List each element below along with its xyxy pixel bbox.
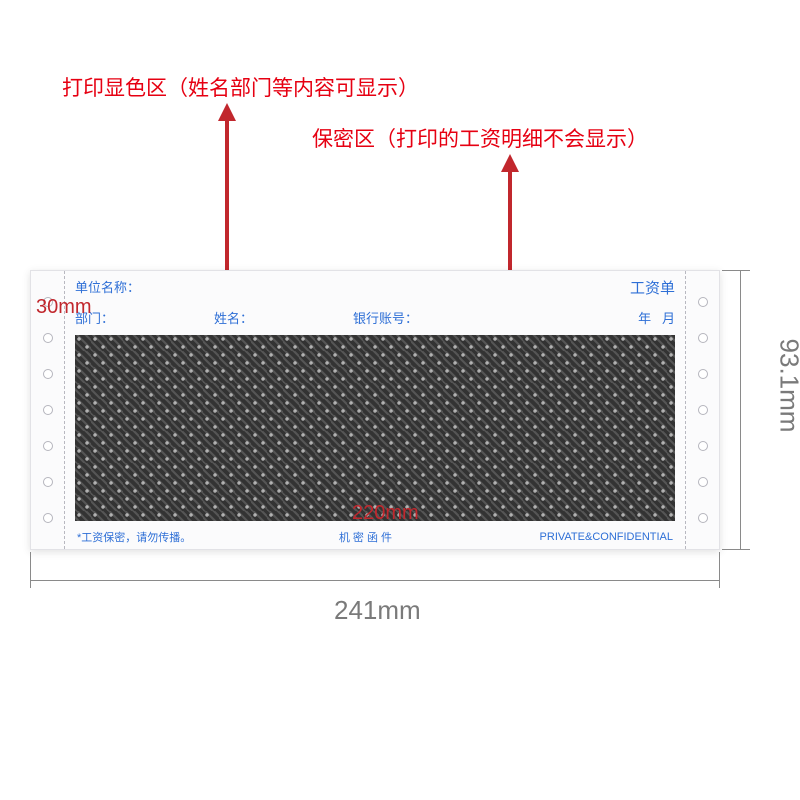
dim-label-93mm: 93.1mm xyxy=(773,339,800,433)
secure-pattern-zone xyxy=(75,335,675,521)
tractor-hole xyxy=(698,297,708,307)
tractor-hole xyxy=(698,513,708,523)
tractor-feed-right xyxy=(685,271,719,549)
field-bank: 银行账号： xyxy=(353,308,418,327)
footer-center-text: 机 密 函 件 xyxy=(339,529,392,545)
tick-width-left xyxy=(30,552,31,588)
field-date: 年 月 xyxy=(638,308,675,327)
tick-width-right xyxy=(719,552,720,588)
tractor-hole xyxy=(698,333,708,343)
field-unit: 单位名称： xyxy=(75,277,140,298)
guide-height-93 xyxy=(740,270,741,550)
dim-label-220mm: 220mm xyxy=(352,502,419,525)
guide-width-241 xyxy=(30,580,720,581)
tractor-hole xyxy=(43,513,53,523)
form-title: 工资单 xyxy=(630,277,675,298)
dim-label-241mm: 241mm xyxy=(334,595,421,626)
annotation-secure-zone: 保密区（打印的工资明细不会显示） xyxy=(312,123,648,153)
tractor-hole xyxy=(698,369,708,379)
tractor-hole xyxy=(43,333,53,343)
tractor-hole xyxy=(698,441,708,451)
footer-right-text: PRIVATE&CONFIDENTIAL xyxy=(540,531,673,543)
tractor-hole xyxy=(43,477,53,487)
tractor-hole xyxy=(43,441,53,451)
tractor-hole xyxy=(698,405,708,415)
tick-height-bot xyxy=(722,549,750,550)
field-name: 姓名： xyxy=(214,308,253,327)
footer-left-text: *工资保密，请勿传播。 xyxy=(77,529,191,545)
diagram-canvas: 打印显色区（姓名部门等内容可显示） 保密区（打印的工资明细不会显示） LL xyxy=(0,0,800,800)
tractor-hole xyxy=(43,405,53,415)
annotation-display-zone: 打印显色区（姓名部门等内容可显示） xyxy=(62,72,419,102)
tick-height-top xyxy=(722,270,750,271)
footer-zone: *工资保密，请勿传播。 机 密 函 件 PRIVATE&CONFIDENTIAL xyxy=(65,525,685,549)
tractor-hole xyxy=(698,477,708,487)
tractor-hole xyxy=(43,369,53,379)
dim-label-30mm: 30mm xyxy=(36,296,92,319)
header-display-zone: 单位名称： 工资单 部门： 姓名： 银行账号： 年 月 xyxy=(65,271,685,331)
